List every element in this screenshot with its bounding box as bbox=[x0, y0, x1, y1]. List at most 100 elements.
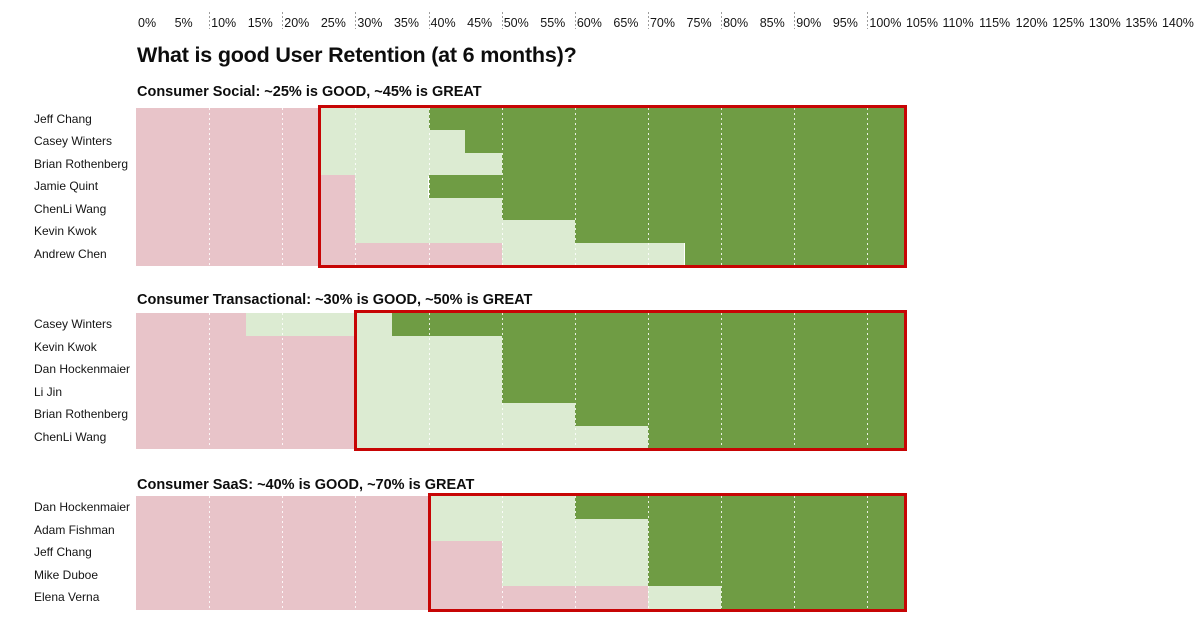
highlight-box bbox=[317, 105, 907, 268]
bar-segment-great bbox=[428, 108, 904, 131]
axis-tick-mark bbox=[428, 12, 430, 29]
bar-segment-great bbox=[648, 541, 904, 565]
row-name-label: Andrew Chen bbox=[34, 246, 107, 261]
axis-tick-label: 35% bbox=[393, 16, 420, 30]
axis-tick-label: 120% bbox=[1015, 16, 1048, 30]
axis-tick-mark bbox=[355, 12, 357, 29]
gridline bbox=[501, 313, 503, 448]
bar-segment-good bbox=[355, 220, 575, 244]
row-name-label: Kevin Kwok bbox=[34, 224, 97, 239]
axis-tick-mark bbox=[794, 12, 796, 29]
highlight-box bbox=[354, 310, 907, 451]
row-name-label: Li Jin bbox=[34, 384, 63, 399]
bar-segment-bad bbox=[136, 175, 356, 199]
gridline bbox=[209, 108, 211, 265]
axis-tick-label: 105% bbox=[905, 16, 938, 30]
bar-segment-good bbox=[355, 403, 575, 427]
row-name-label: Jeff Chang bbox=[34, 545, 92, 560]
axis-tick-label: 5% bbox=[174, 16, 193, 30]
axis-tick-mark bbox=[282, 12, 284, 29]
gridline bbox=[721, 108, 723, 265]
gridline bbox=[501, 108, 503, 265]
axis-tick-mark bbox=[501, 12, 503, 29]
gridline bbox=[282, 108, 284, 265]
bar-segment-good bbox=[355, 358, 502, 382]
axis-tick-label: 130% bbox=[1088, 16, 1121, 30]
gridline bbox=[648, 496, 649, 609]
gridline bbox=[867, 496, 869, 609]
row-name-label: Casey Winters bbox=[34, 317, 113, 331]
row-name-label: Kevin Kwok bbox=[34, 339, 97, 354]
axis-tick-label: 20% bbox=[284, 16, 310, 30]
gridline bbox=[794, 313, 796, 448]
axis-tick-label: 60% bbox=[576, 16, 602, 30]
row-name-label: ChenLi Wang bbox=[34, 201, 107, 216]
bar-segment-great bbox=[648, 518, 904, 542]
bar-segment-good bbox=[355, 175, 429, 199]
bar-segment-bad bbox=[136, 541, 502, 565]
axis-tick-label: 80% bbox=[723, 16, 749, 30]
highlight-box bbox=[427, 493, 907, 612]
gridline bbox=[574, 496, 576, 609]
gridline bbox=[282, 313, 284, 448]
bar-segment-bad bbox=[136, 152, 319, 176]
axis-tick-label: 15% bbox=[247, 16, 273, 30]
row-name-label: Adam Fishman bbox=[34, 522, 115, 537]
section-header-consumer-saas: Consumer SaaS: ~40% is GOOD, ~70% is GRE… bbox=[137, 477, 475, 493]
axis-tick-label: 125% bbox=[1052, 16, 1085, 30]
axis-tick-label: 55% bbox=[540, 16, 566, 30]
bar-segment-bad bbox=[136, 335, 356, 359]
bar-segment-bad bbox=[136, 586, 648, 610]
axis-tick-label: 40% bbox=[430, 16, 456, 30]
bar-segment-great bbox=[721, 586, 904, 610]
bar-segment-great bbox=[501, 335, 904, 359]
bar-segment-bad bbox=[136, 220, 356, 244]
gridline bbox=[501, 496, 503, 609]
bar-segment-bad bbox=[136, 358, 356, 382]
axis-tick-label: 85% bbox=[759, 16, 785, 30]
axis-tick-label: 10% bbox=[211, 16, 237, 30]
row-name-label: Brian Rothenberg bbox=[34, 156, 129, 171]
gridline bbox=[209, 313, 211, 448]
axis-tick-label: 65% bbox=[613, 16, 639, 30]
axis-tick-mark bbox=[209, 12, 211, 29]
gridline bbox=[648, 313, 649, 448]
bar-segment-great bbox=[428, 175, 904, 199]
bar-segment-good bbox=[355, 197, 502, 221]
bar-segment-bad bbox=[136, 130, 319, 154]
bar-segment-good bbox=[355, 380, 502, 404]
gridline bbox=[721, 496, 723, 609]
bar-segment-great bbox=[574, 220, 904, 244]
gridline bbox=[574, 313, 576, 448]
axis-tick-label: 115% bbox=[979, 16, 1011, 30]
row-name-label: Dan Hockenmaier bbox=[34, 500, 131, 514]
bar-segment-great bbox=[574, 496, 904, 520]
row-name-label: Elena Verna bbox=[34, 590, 100, 605]
gridline bbox=[867, 108, 869, 265]
gridline bbox=[794, 496, 796, 609]
bar-segment-great bbox=[465, 130, 904, 154]
gridline bbox=[428, 108, 430, 265]
row-name-label: Casey Winters bbox=[34, 134, 113, 149]
axis-tick-label: 70% bbox=[649, 16, 675, 30]
bar-segment-good bbox=[501, 242, 685, 266]
axis-tick-mark bbox=[867, 12, 869, 29]
gridline bbox=[355, 108, 357, 265]
bar-segment-great bbox=[501, 380, 904, 404]
gridline bbox=[648, 108, 649, 265]
axis-tick-mark bbox=[648, 12, 649, 29]
axis-tick-label: 95% bbox=[832, 16, 858, 30]
bar-segment-great bbox=[501, 152, 904, 176]
axis-tick-label: 50% bbox=[503, 16, 529, 30]
axis-tick-label: 30% bbox=[357, 16, 383, 30]
bar-segment-bad bbox=[136, 197, 356, 221]
gridline bbox=[867, 313, 869, 448]
axis-tick-mark bbox=[721, 12, 723, 29]
axis-tick-label: 90% bbox=[796, 16, 822, 30]
bar-segment-great bbox=[501, 197, 904, 221]
row-name-label: Brian Rothenberg bbox=[34, 407, 129, 421]
gridline bbox=[428, 313, 430, 448]
row-name-label: Jamie Quint bbox=[34, 179, 99, 194]
bar-segment-good bbox=[318, 152, 502, 176]
